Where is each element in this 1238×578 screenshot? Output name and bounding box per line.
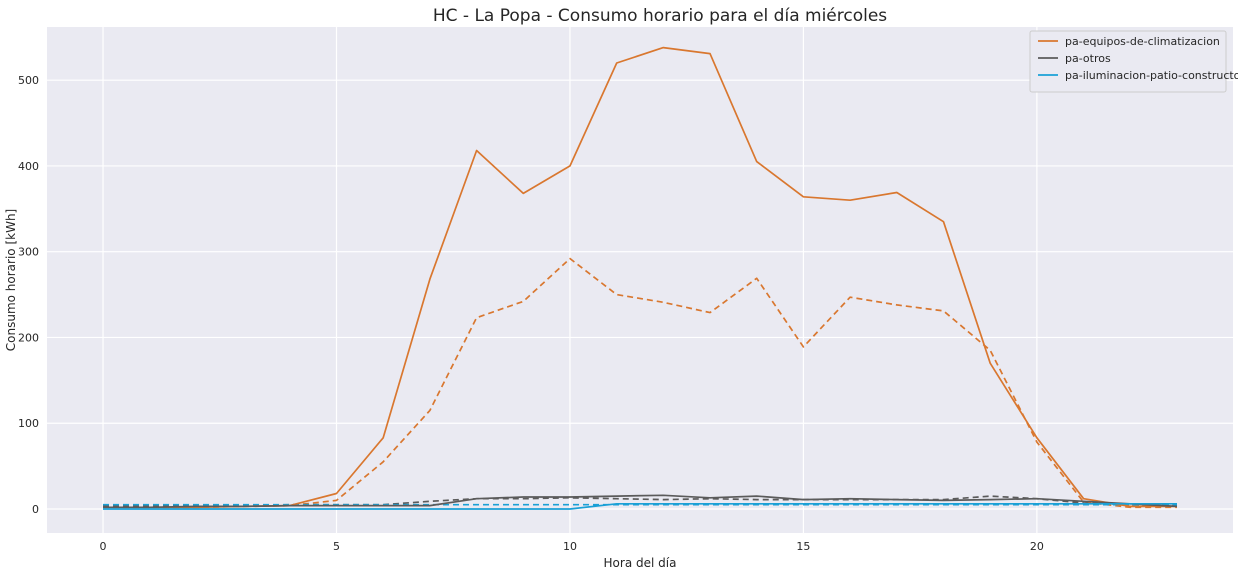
y-tick-label: 400: [18, 160, 39, 173]
series-line-pa-otros: [103, 494, 1178, 509]
series-line-pa-otros-dashed: [103, 495, 1178, 507]
series-lines: [103, 46, 1178, 510]
legend-label: pa-otros: [1065, 52, 1111, 65]
x-axis-label: Hora del día: [604, 556, 677, 570]
x-tick-label: 15: [796, 540, 810, 553]
plot-area: [47, 27, 1233, 533]
series-line-pa-iluminacion-patio-constructor: [103, 502, 1177, 510]
y-tick-label: 300: [18, 246, 39, 259]
x-tick-label: 20: [1030, 540, 1044, 553]
y-axis-label: Consumo horario [kWh]: [4, 209, 18, 351]
legend-label: pa-iluminacion-patio-constructor: [1065, 69, 1238, 82]
y-tick-label: 0: [32, 503, 39, 516]
x-tick-label: 10: [563, 540, 577, 553]
series-line-pa-equipos-de-climatizacion-dashed: [103, 257, 1177, 509]
chart-title: HC - La Popa - Consumo horario para el d…: [433, 6, 887, 26]
y-tick-label: 100: [18, 417, 39, 430]
y-tick-label: 500: [18, 74, 39, 87]
y-tick-label: 200: [18, 331, 39, 344]
x-tick-label: 0: [100, 540, 107, 553]
legend-label: pa-equipos-de-climatizacion: [1065, 35, 1220, 48]
legend-box: [1029, 30, 1227, 93]
legend: pa-equipos-de-climatizacion pa-otros pa-il…: [1029, 30, 1238, 93]
x-tick-label: 5: [333, 540, 340, 553]
